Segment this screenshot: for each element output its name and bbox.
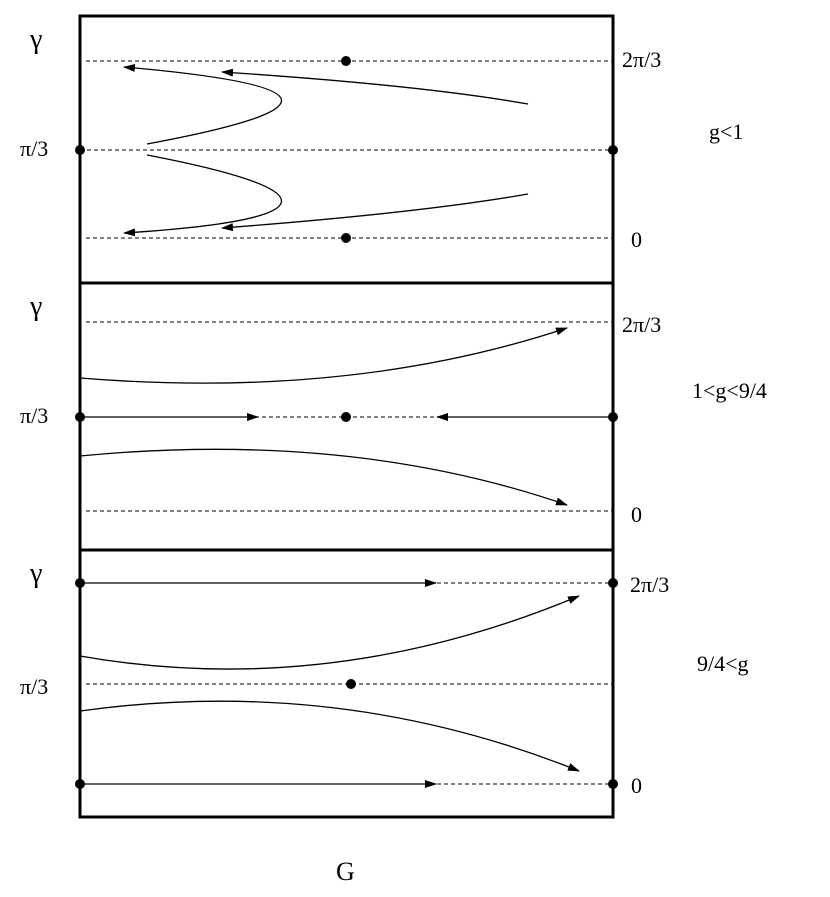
panel-2-flow: [75, 321, 618, 512]
x-axis-label: G: [336, 857, 355, 886]
fixed-point: [75, 412, 85, 422]
tick-pi-over-3: π/3: [20, 136, 49, 161]
condition-label: g<1: [709, 119, 744, 144]
fixed-point: [75, 779, 85, 789]
gamma-axis-symbol: γ: [30, 291, 43, 322]
fixed-point: [608, 412, 618, 422]
flow-curve: [123, 63, 283, 145]
tick-zero: 0: [631, 773, 642, 798]
tick-pi-over-3: π/3: [20, 403, 49, 428]
fixed-point: [608, 779, 618, 789]
flow-curve: [221, 193, 529, 232]
tick-2pi-over-3: 2π/3: [622, 47, 662, 72]
flow-curve: [79, 700, 580, 772]
flow-curve: [79, 448, 568, 506]
fixed-point: [341, 56, 351, 66]
tick-2pi-over-3: 2π/3: [622, 312, 662, 337]
tick-pi-over-3: π/3: [20, 674, 49, 699]
fixed-point: [346, 679, 356, 689]
condition-label: 1<g<9/4: [692, 378, 767, 403]
fixed-point: [75, 578, 85, 588]
fixed-point: [608, 145, 618, 155]
fixed-point: [341, 412, 351, 422]
panel-3-flow: [75, 578, 618, 789]
flow-curve: [79, 327, 568, 384]
fixed-point: [75, 145, 85, 155]
flow-curve: [123, 154, 283, 237]
condition-label: 9/4<g: [697, 651, 749, 676]
flow-curve: [221, 68, 529, 105]
tick-zero: 0: [631, 227, 642, 252]
gamma-axis-symbol: γ: [30, 558, 43, 589]
gamma-axis-symbol: γ: [30, 24, 43, 55]
flow-curve: [79, 595, 580, 670]
fixed-point: [608, 578, 618, 588]
panel-1-flow: [75, 56, 618, 243]
fixed-point: [341, 233, 351, 243]
tick-2pi-over-3: 2π/3: [630, 572, 670, 597]
tick-zero: 0: [631, 502, 642, 527]
